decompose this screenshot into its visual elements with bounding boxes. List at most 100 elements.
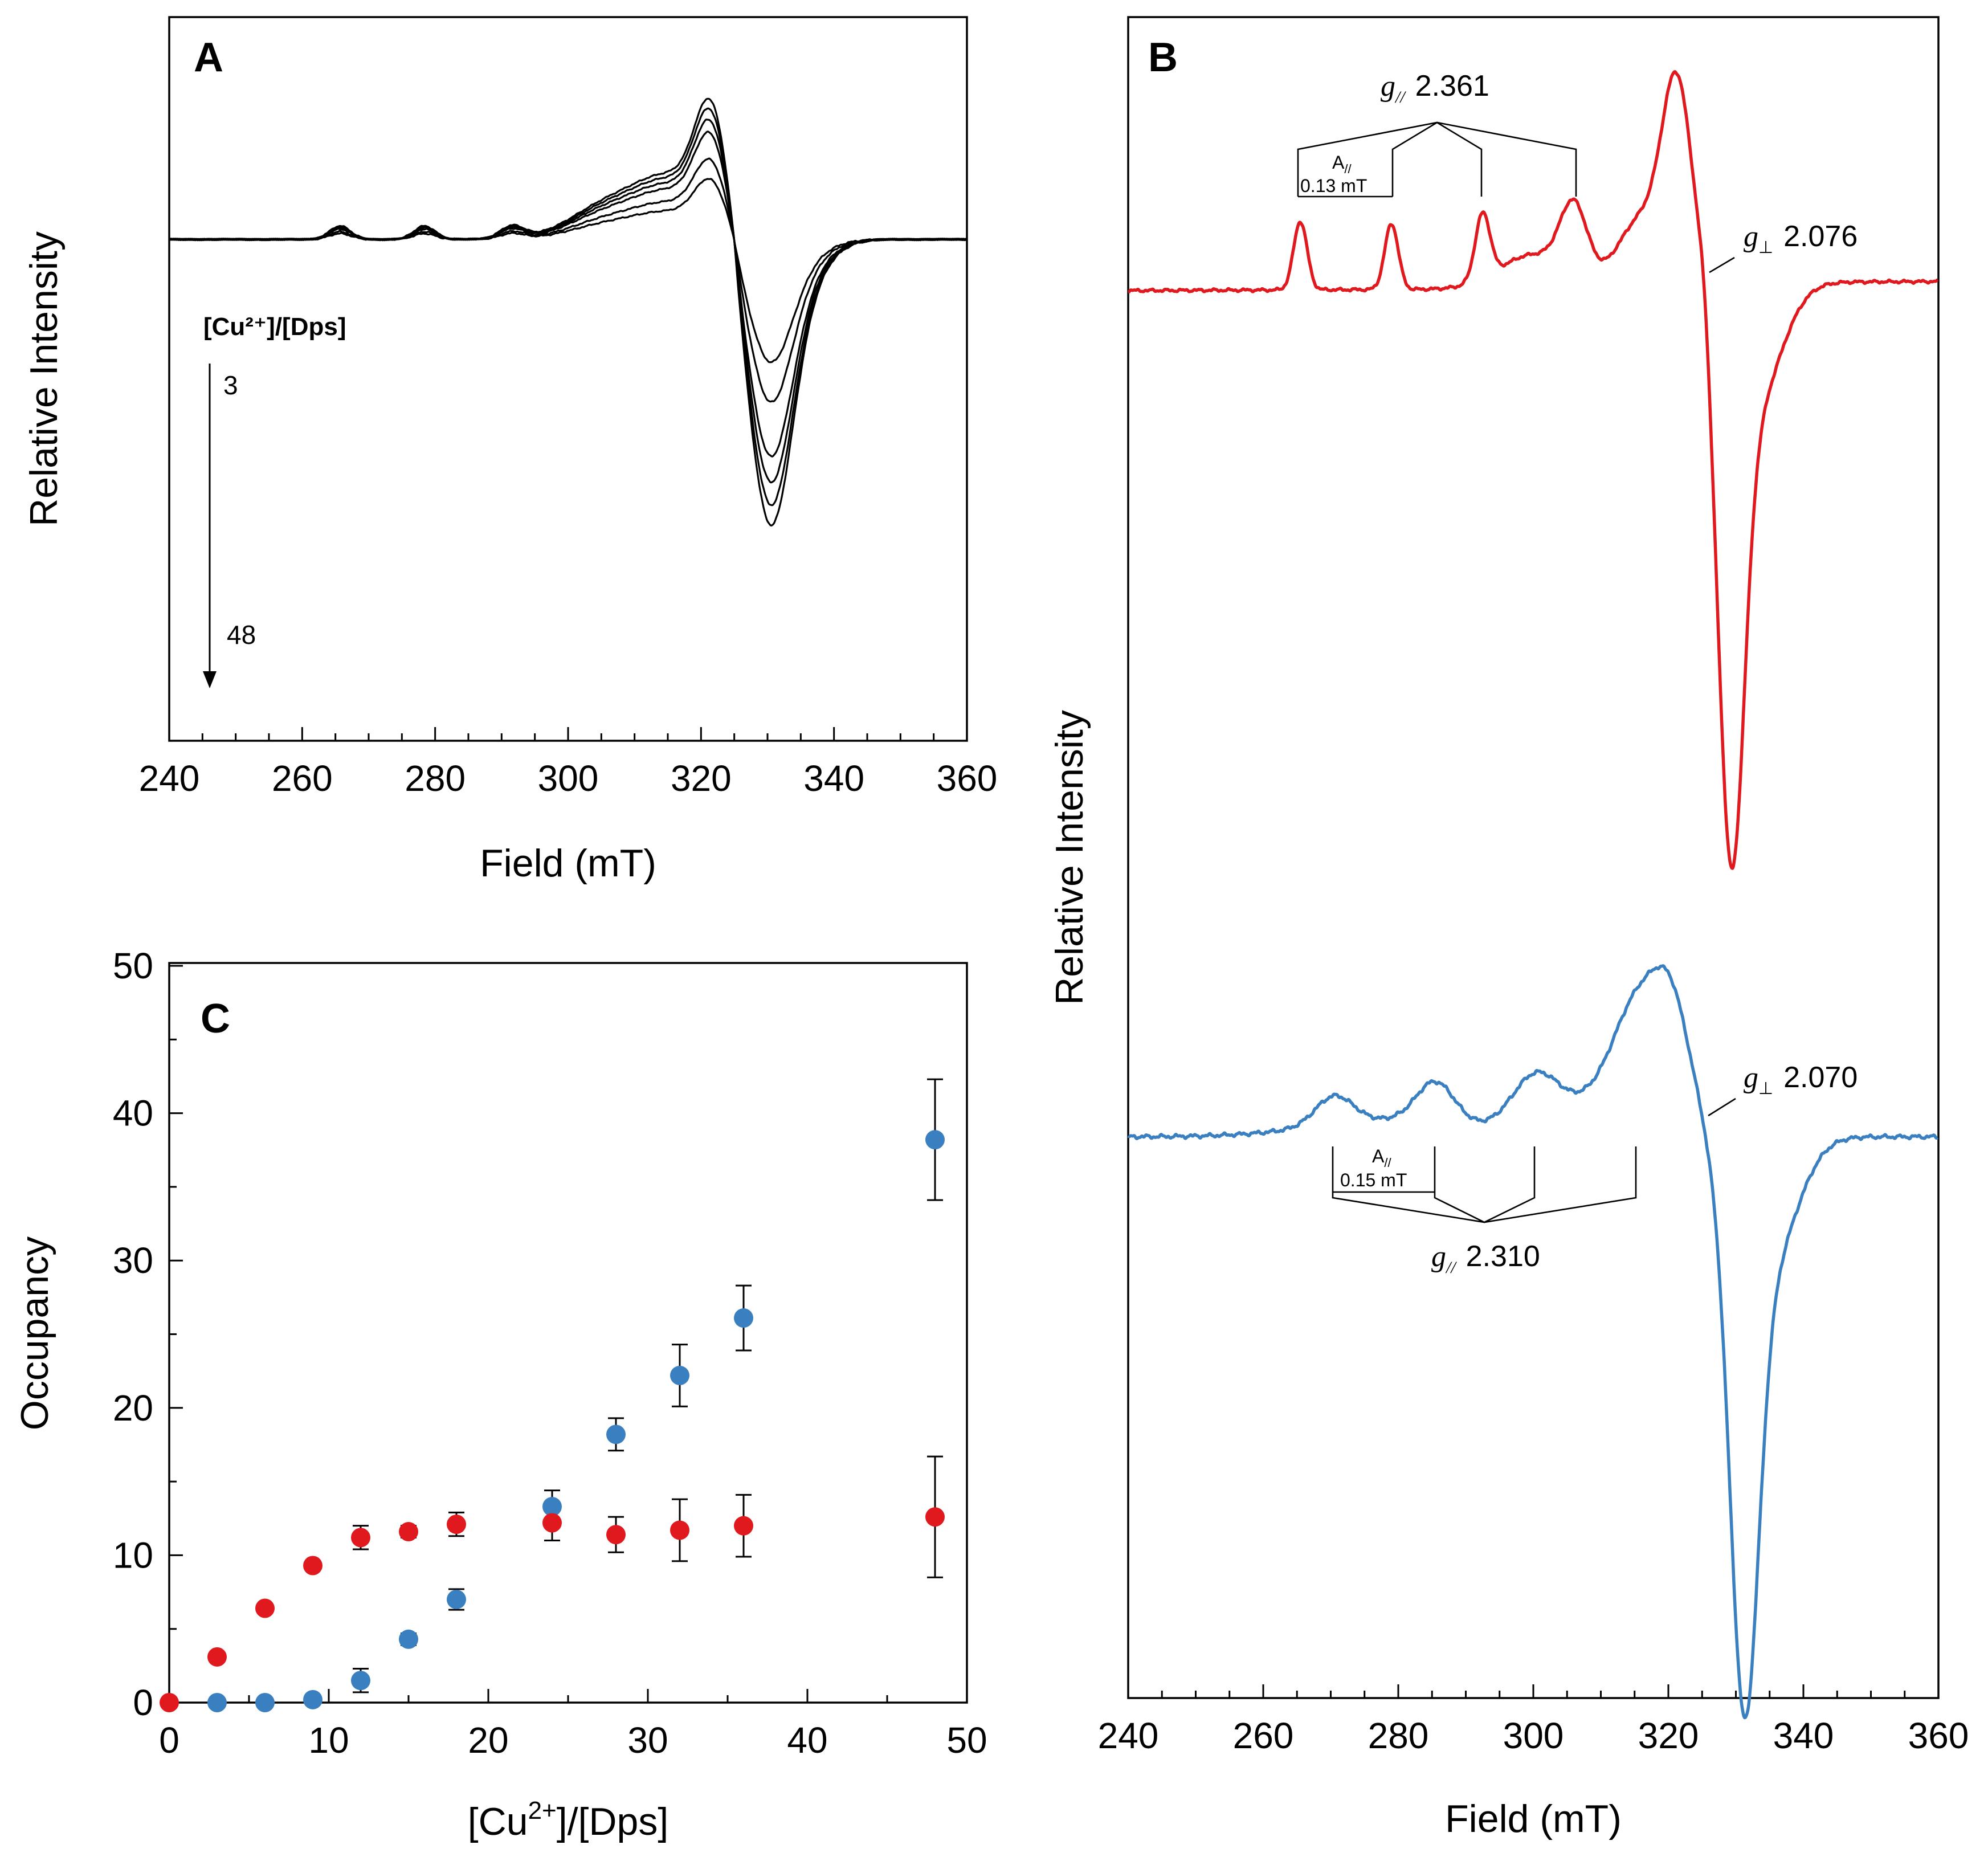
blue-a-parallel-value: 0.15 mT [1340,1170,1407,1190]
blue-g-parallel-bracket-inner [1434,1146,1536,1223]
red-data-point [606,1525,626,1545]
panel-a-trace-6 [169,97,966,527]
blue-data-point [207,1693,227,1712]
panel-c-x-label-rest: ]/[Dps] [557,1800,669,1843]
red-g-parallel-symbol: g [1381,70,1395,103]
red-data-point [255,1598,275,1618]
panel-c-x-tick-label: 50 [946,1720,987,1761]
panel-c-error-bars [353,1078,943,1693]
red-data-point [351,1528,370,1548]
panel-c-y-tick-label: 20 [113,1387,153,1429]
panel-a-x-tick-label: 340 [803,758,864,799]
blue-a-parallel-subscript: // [1384,1156,1391,1170]
blue-epr-spectrum [1127,964,1939,1720]
blue-data-point [303,1689,323,1709]
red-data-point [399,1522,418,1542]
blue-data-point [542,1497,562,1517]
panel-a-trace-2 [169,157,967,403]
panel-c-y-tick-labels: 0 10 20 30 40 50 [113,945,153,1723]
panel-a-x-tick-label: 300 [538,758,599,799]
panel-c-y-tick-label: 0 [133,1682,153,1723]
panel-b-ticks [1127,1684,1940,1698]
panel-a-x-tick-label: 240 [139,758,200,799]
panel-a-label: A [194,35,223,80]
blue-data-point [399,1629,418,1649]
blue-g-perp-leader [1708,1097,1736,1117]
ratio-title: [Cu²⁺]/[Dps] [203,313,346,341]
red-hyperfine-stick-diagram [1297,121,1577,198]
panel-a-trace-5 [169,107,966,507]
panel-a-x-tick-label: 260 [272,758,333,799]
red-g-perp-value: 2.076 [1783,220,1858,253]
blue-g-perp-subscript: ⊥ [1758,1079,1773,1098]
panel-a: 240 260 280 300 320 340 360 A Field (mT) Relat… [22,16,998,885]
panel-a-x-tick-label: 320 [671,758,732,799]
red-a-parallel-value: 0.13 mT [1300,176,1367,196]
panel-a-frame [168,16,968,742]
blue-data-point [447,1589,466,1609]
red-data-point [734,1516,753,1536]
red-a-parallel-subscript: // [1344,162,1352,176]
blue-hyperfine-stick-diagram [1332,1146,1637,1223]
red-data-point [542,1513,562,1533]
panel-b-x-axis-label: Field (mT) [1445,1797,1622,1840]
panel-c: 0 10 20 30 40 50 0 10 20 30 40 50 C [Cu2+]/[Dps] O… [13,945,987,1843]
blue-g-parallel-value: 2.310 [1466,1240,1540,1273]
red-data-point [207,1647,227,1667]
panel-b-label: B [1148,35,1178,80]
red-g-parallel-subscript: // [1394,88,1406,107]
panel-c-x-axis-label: [Cu2+]/[Dps] [468,1797,669,1843]
panel-b-frame [1127,16,1940,1699]
panel-c-x-tick-label: 20 [468,1720,508,1761]
red-data-point [925,1507,945,1527]
panel-c-y-tick-label: 40 [113,1093,153,1134]
panel-c-x-tick-labels: 0 10 20 30 40 50 [159,1720,987,1761]
panel-b-x-tick-labels: 240 260 280 300 320 340 360 [1098,1715,1969,1756]
panel-c-ticks [168,965,968,1704]
panel-b-x-tick-label: 320 [1638,1715,1699,1756]
panel-c-y-tick-label: 30 [113,1240,153,1281]
blue-data-point [734,1308,753,1328]
panel-b: 240 260 280 300 320 340 360 B Field (mT) Relat… [1048,16,1969,1840]
red-epr-spectrum [1127,70,1939,870]
panel-b-x-tick-label: 340 [1773,1715,1834,1756]
red-g-parallel-annotation: g// 2.361 [1381,70,1489,107]
blue-g-perp-symbol: g [1744,1062,1758,1094]
blue-data-point [670,1365,689,1385]
panel-b-x-tick-label: 260 [1233,1715,1294,1756]
blue-data-point [925,1130,945,1150]
red-g-perp-subscript: ⊥ [1758,238,1773,257]
panel-a-x-tick-label: 360 [937,758,998,799]
blue-data-point [351,1671,370,1691]
blue-data-point [606,1425,626,1444]
red-g-parallel-value: 2.361 [1415,70,1489,103]
panel-c-y-axis-label: Occupancy [13,1236,56,1430]
red-data-point [670,1520,689,1540]
panel-c-frame [168,962,968,1704]
red-data-point [303,1556,323,1576]
red-g-parallel-bracket-inner [1391,121,1483,197]
panel-c-x-label-sup: 2+ [528,1797,557,1825]
ratio-start-label: 3 [223,370,238,400]
blue-g-parallel-annotation: g// 2.310 [1431,1240,1540,1277]
panel-a-trace-3 [169,130,967,458]
panel-a-ticks [168,727,968,741]
panel-c-x-tick-label: 30 [627,1720,668,1761]
panel-b-y-axis-label: Relative Intensity [1048,710,1091,1005]
panel-a-x-axis-label: Field (mT) [480,842,656,885]
blue-g-perp-annotation: g⊥ 2.070 [1744,1061,1858,1098]
panel-c-x-label-main: [Cu [468,1800,528,1843]
red-data-point [160,1693,179,1712]
ratio-arrow-head [203,671,217,688]
panel-c-x-tick-label: 10 [308,1720,349,1761]
panel-c-y-tick-label: 10 [113,1534,153,1576]
red-a-parallel-symbol: A [1332,152,1345,173]
panel-c-x-tick-label: 40 [787,1720,827,1761]
panel-b-x-tick-label: 280 [1368,1715,1429,1756]
ratio-end-label: 48 [227,620,256,650]
red-g-perp-leader [1709,256,1735,274]
blue-g-parallel-subscript: // [1445,1258,1457,1277]
red-a-parallel-symbol-line: A// [1332,152,1352,176]
panel-b-x-tick-label: 240 [1098,1715,1159,1756]
